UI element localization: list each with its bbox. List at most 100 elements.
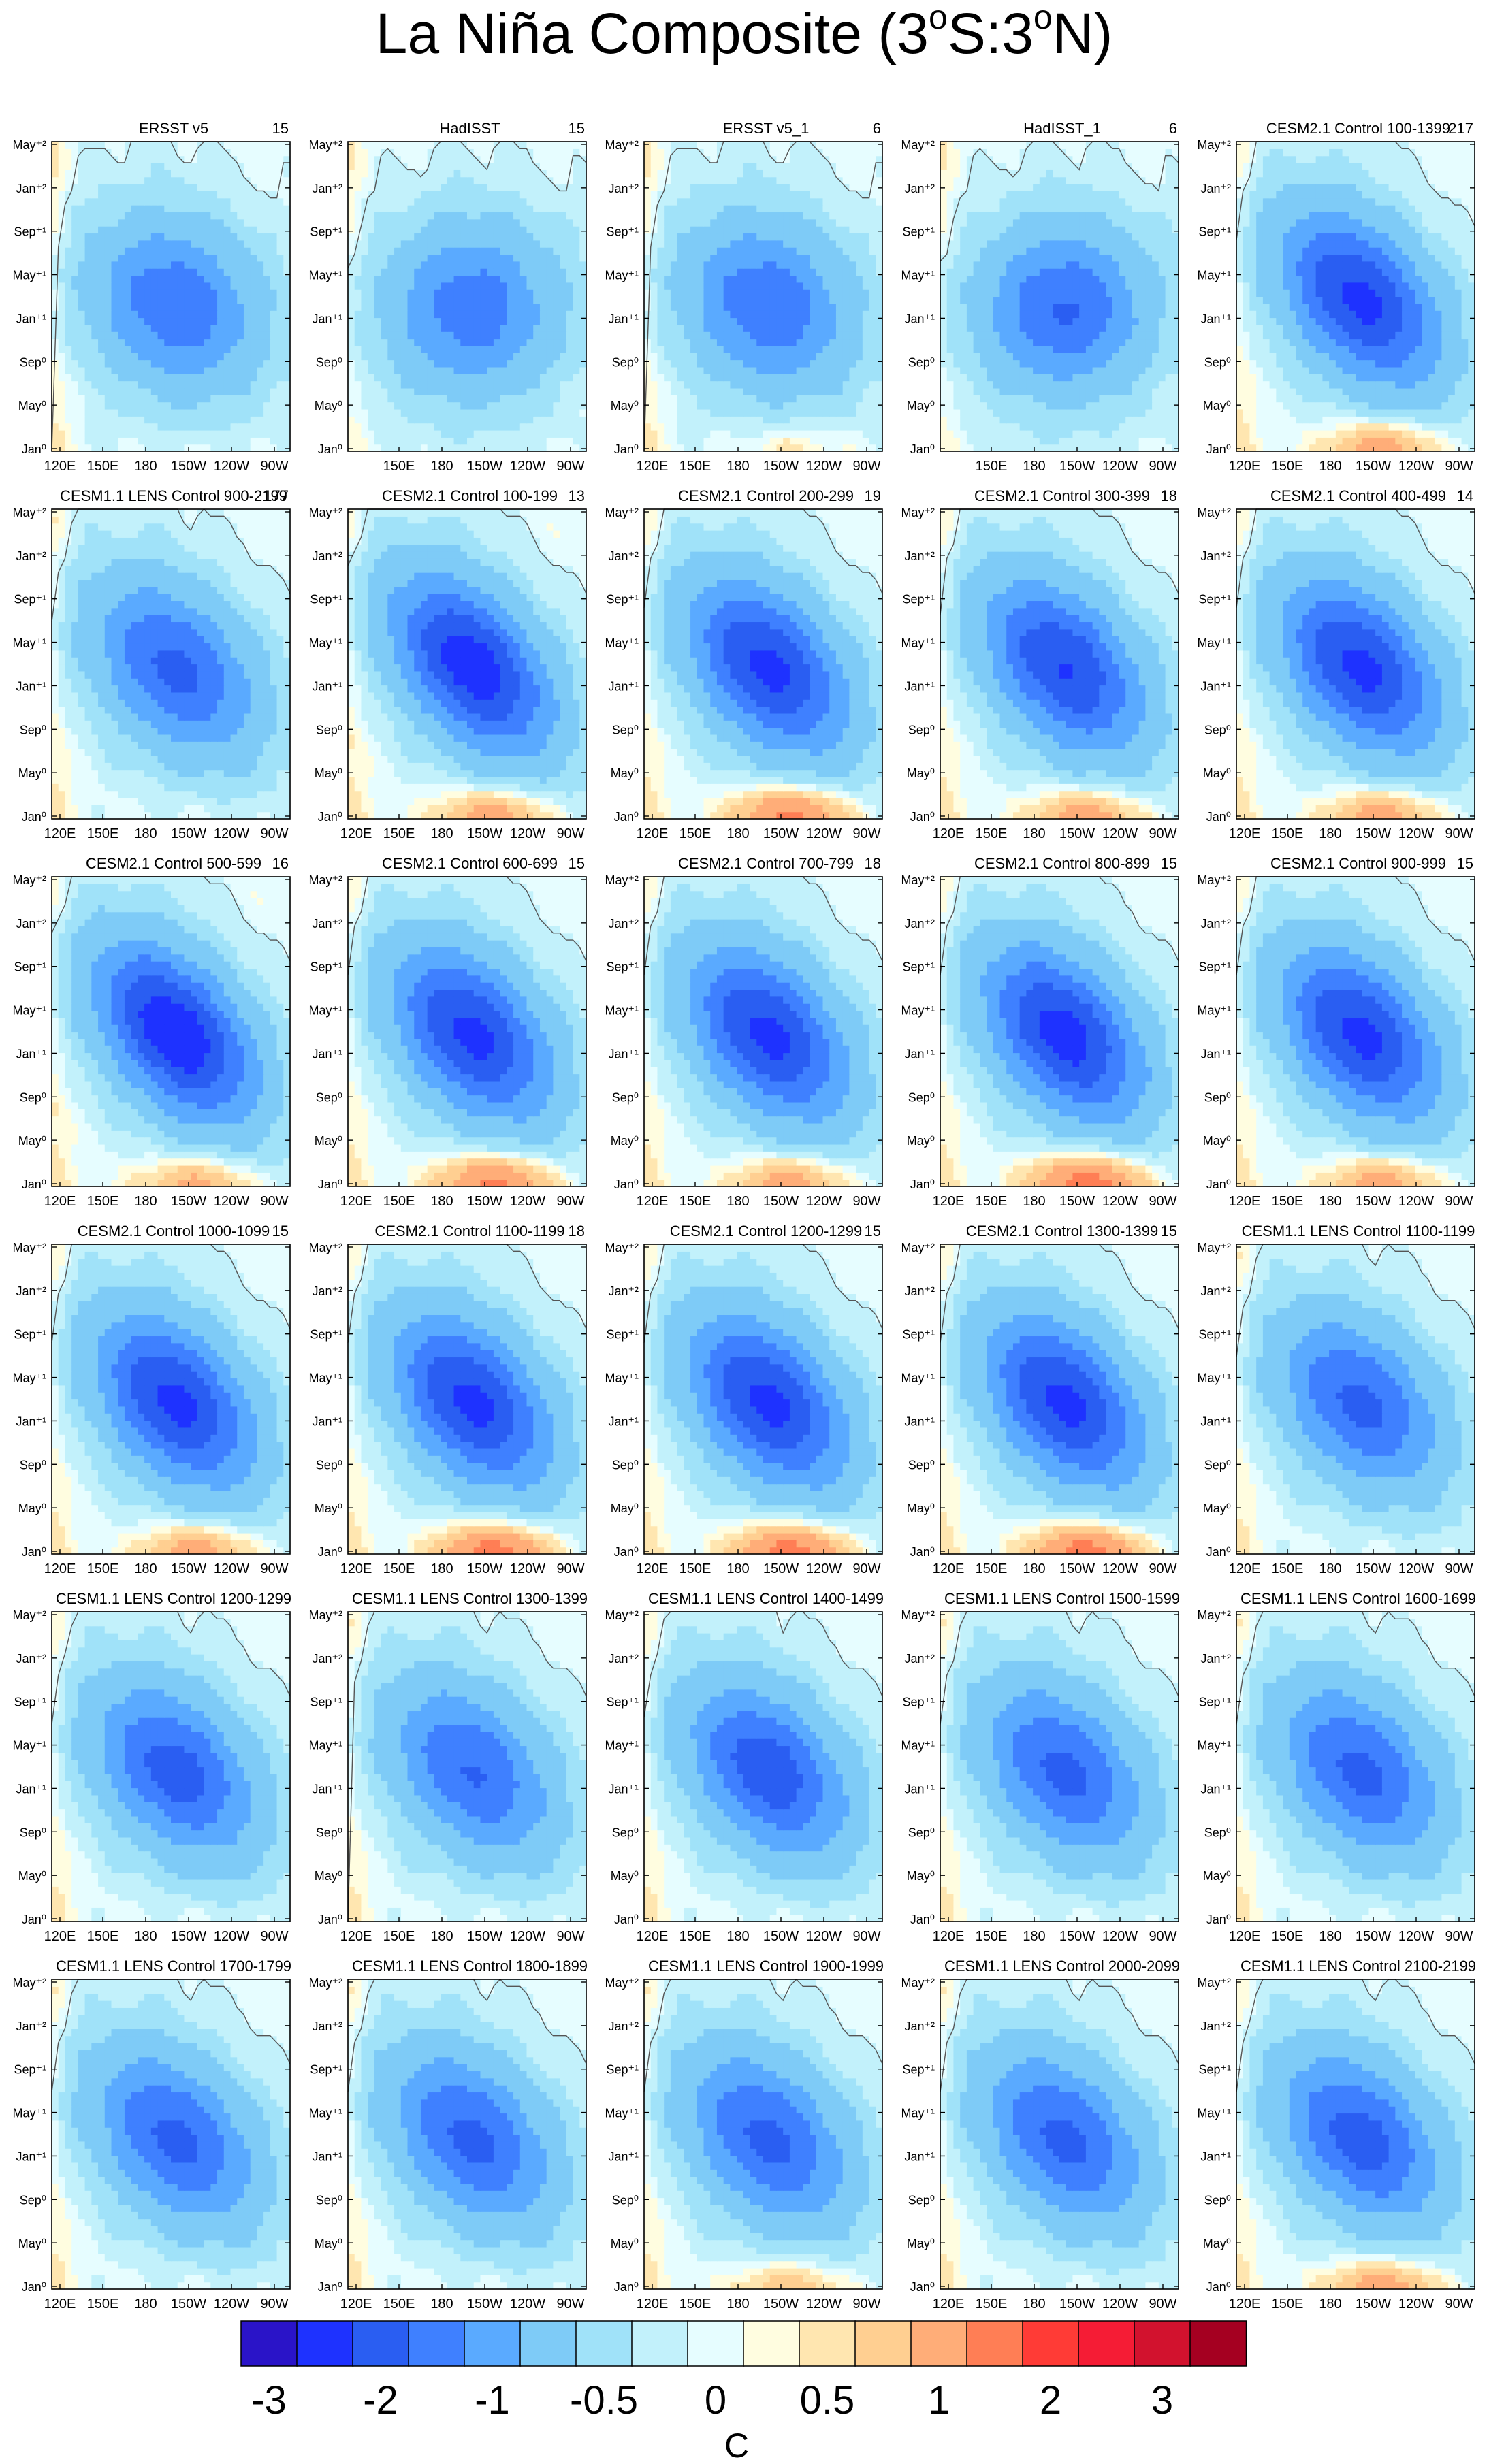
heatmap-cell xyxy=(277,381,284,389)
heatmap-cell xyxy=(112,388,118,395)
heatmap-cell xyxy=(527,402,534,410)
heatmap-cell xyxy=(224,177,231,184)
heatmap-cell xyxy=(560,402,566,410)
panel-count: 15 xyxy=(272,120,289,137)
heatmap-cell xyxy=(204,388,211,395)
heatmap-cell xyxy=(210,416,217,423)
heatmap-cell xyxy=(98,240,105,248)
heatmap-cell xyxy=(118,297,125,304)
heatmap-cell xyxy=(204,156,211,163)
heatmap-cell xyxy=(210,360,217,368)
heatmap-cell xyxy=(184,184,191,191)
heatmap-cell xyxy=(401,381,408,389)
heatmap-cell xyxy=(217,444,224,452)
heatmap-cell xyxy=(118,360,125,368)
heatmap-cell xyxy=(191,219,197,227)
heatmap-cell xyxy=(480,339,487,346)
heatmap-cell xyxy=(533,423,540,431)
heatmap-cell xyxy=(98,198,105,206)
heatmap-cell xyxy=(78,261,85,269)
heatmap-cell xyxy=(105,163,112,170)
heatmap-cell xyxy=(441,381,447,389)
heatmap-cell xyxy=(151,142,158,149)
heatmap-cell xyxy=(566,360,573,368)
heatmap-cell xyxy=(474,402,481,410)
heatmap-cell xyxy=(408,430,415,438)
heatmap-cell xyxy=(112,416,118,423)
heatmap-cell xyxy=(231,423,238,431)
heatmap-cell xyxy=(527,360,534,368)
heatmap-cell xyxy=(204,367,211,374)
heatmap-cell xyxy=(217,304,224,311)
heatmap-cell xyxy=(467,409,474,417)
heatmap-cell xyxy=(191,331,197,339)
heatmap-cell xyxy=(91,353,98,360)
heatmap-cell xyxy=(251,409,257,417)
heatmap-cell xyxy=(257,381,263,389)
heatmap-cell xyxy=(277,240,284,248)
heatmap-cell xyxy=(513,423,520,431)
heatmap-cell xyxy=(251,353,257,360)
heatmap-cell xyxy=(105,325,112,332)
heatmap-cell xyxy=(560,430,566,438)
heatmap-cell xyxy=(52,219,59,227)
heatmap-cell xyxy=(573,381,580,389)
heatmap-cell xyxy=(144,409,151,417)
heatmap-cell xyxy=(277,304,284,311)
heatmap-cell xyxy=(244,240,251,248)
heatmap-cell xyxy=(78,331,85,339)
heatmap-cell xyxy=(460,367,467,374)
heatmap-cell xyxy=(224,346,231,353)
heatmap-cell xyxy=(71,240,78,248)
heatmap-cell xyxy=(105,353,112,360)
heatmap-cell xyxy=(204,402,211,410)
heatmap-cell xyxy=(467,360,474,368)
heatmap-cell xyxy=(447,360,454,368)
heatmap-cell xyxy=(210,331,217,339)
heatmap-cell xyxy=(283,191,290,198)
heatmap-cell xyxy=(244,381,251,389)
heatmap-cell xyxy=(197,191,204,198)
heatmap-cell xyxy=(348,339,355,346)
heatmap-cell xyxy=(566,346,573,353)
heatmap-cell xyxy=(112,148,118,156)
heatmap-cell xyxy=(560,374,566,381)
heatmap-cell xyxy=(71,275,78,282)
heatmap-cell xyxy=(527,388,534,395)
heatmap-cell xyxy=(144,142,151,149)
heatmap-cell xyxy=(164,198,171,206)
heatmap-cell xyxy=(447,437,454,444)
heatmap-cell xyxy=(270,339,277,346)
heatmap-cell xyxy=(191,388,197,395)
heatmap-cell xyxy=(467,444,474,452)
heatmap-cell xyxy=(65,212,71,219)
heatmap-cell xyxy=(257,402,263,410)
heatmap-cell xyxy=(158,423,165,431)
heatmap-cell xyxy=(421,444,428,452)
heatmap-cell xyxy=(283,325,290,332)
heatmap-cell xyxy=(217,318,224,325)
heatmap-cell xyxy=(467,395,474,402)
heatmap-cell xyxy=(217,205,224,212)
heatmap-cell xyxy=(355,353,362,360)
heatmap-cell xyxy=(151,430,158,438)
heatmap-cell xyxy=(164,205,171,212)
heatmap-cell xyxy=(428,437,434,444)
heatmap-cell xyxy=(237,233,244,240)
heatmap-cell xyxy=(164,360,171,368)
heatmap-cell xyxy=(184,331,191,339)
heatmap-cell xyxy=(59,416,65,423)
heatmap-cell xyxy=(231,409,238,417)
heatmap-cell xyxy=(231,367,238,374)
heatmap-cell xyxy=(112,198,118,206)
heatmap-cell xyxy=(151,198,158,206)
heatmap-cell xyxy=(65,318,71,325)
heatmap-cell xyxy=(59,247,65,255)
heatmap-cell xyxy=(434,374,441,381)
heatmap-cell xyxy=(164,177,171,184)
heatmap-cell xyxy=(52,169,59,177)
heatmap-cell xyxy=(244,289,251,297)
heatmap-cell xyxy=(547,444,554,452)
heatmap-cell xyxy=(447,444,454,452)
heatmap-cell xyxy=(368,423,374,431)
